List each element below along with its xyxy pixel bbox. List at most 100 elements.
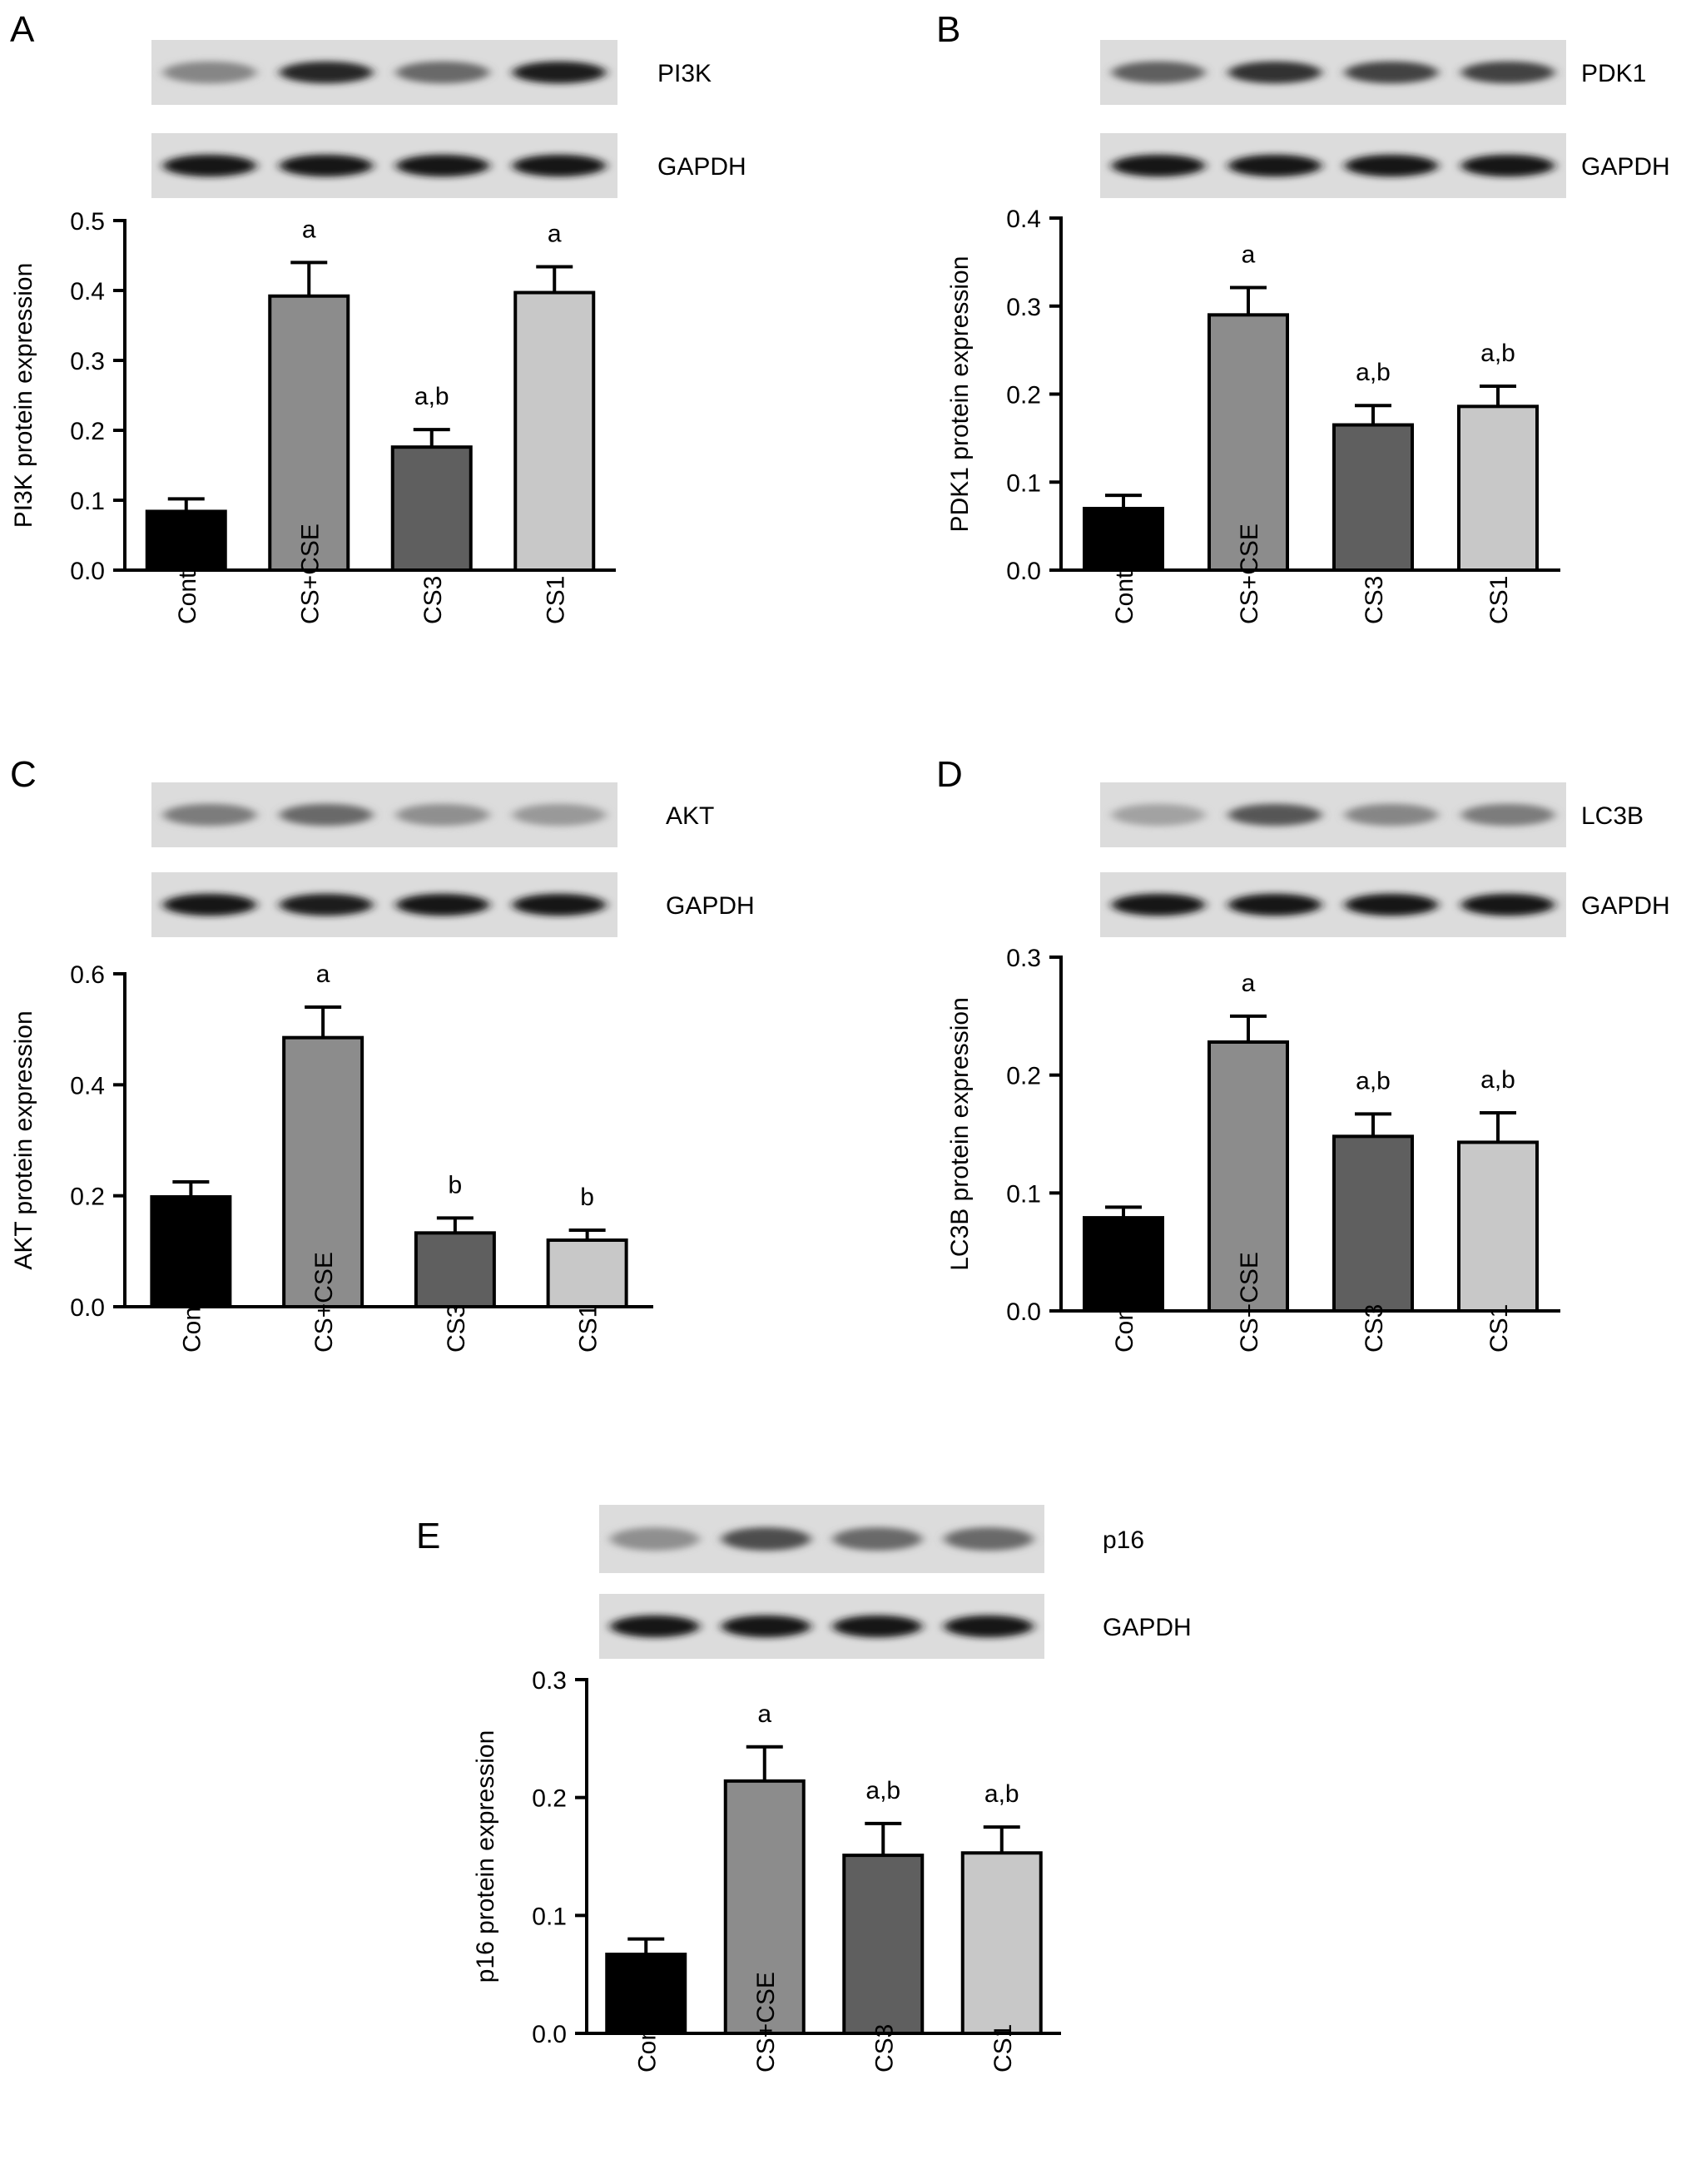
blot-band: [1461, 61, 1555, 84]
blot-row: GAPDH: [599, 1594, 1192, 1659]
blot-band: [280, 154, 373, 177]
significance-label: a,b: [414, 383, 449, 410]
blot-band: [163, 803, 256, 826]
blot-band: [513, 803, 606, 826]
blot-band: [1461, 893, 1555, 916]
blot-band: [396, 154, 489, 177]
y-tick-label: 0.2: [70, 1184, 105, 1211]
blot-label: AKT: [666, 802, 714, 830]
y-axis-label: p16 protein expression: [472, 1730, 499, 1983]
panel-d: D LC3B GAPDH 0.0 0.1 0.2 0.3 LC3B protein expre…: [936, 754, 1670, 1353]
blot-band: [1228, 154, 1322, 177]
panel-c: C AKT GAPDH 0.0 0.2 0.4 0.6 AKT protein express…: [10, 754, 755, 1353]
blot-band: [396, 61, 489, 84]
bar-control: [1083, 506, 1164, 572]
bar-control: [145, 509, 227, 572]
blot-band: [722, 1615, 811, 1638]
bar-cs-cse: [723, 1779, 806, 2035]
bar-cs1: [546, 1238, 628, 1308]
significance-label: a,b: [865, 1777, 900, 1804]
blot-band: [944, 1527, 1034, 1551]
blot-band: [280, 61, 373, 84]
blot-row: GAPDH: [1100, 872, 1670, 937]
y-tick-label: 0.2: [70, 418, 105, 445]
bar-cs3: [414, 1231, 496, 1309]
x-tick-label: Control: [1111, 544, 1138, 624]
bar-cs3: [842, 1854, 925, 2035]
blot-band: [163, 154, 256, 177]
panel-b: B PDK1 GAPDH 0.0 0.1 0.2 0.3 0.4 PDK1 protein ex…: [936, 9, 1670, 624]
blot-band: [610, 1527, 700, 1551]
blot-label: PI3K: [657, 60, 712, 87]
y-tick-label: 0.4: [70, 278, 105, 305]
bar-cs1: [1457, 1140, 1539, 1313]
significance-label: a,b: [984, 1780, 1019, 1808]
x-tick-label: CS3: [419, 576, 447, 624]
significance-label: a: [757, 1700, 771, 1728]
blot-band: [832, 1527, 922, 1551]
blot-band: [280, 803, 373, 826]
blot-band: [396, 893, 489, 916]
bar-cs-cse: [1208, 1040, 1289, 1313]
x-tick-label: CS1: [1485, 576, 1513, 624]
blot-band: [1112, 61, 1205, 84]
y-tick-label: 0.0: [70, 558, 105, 585]
bar-cs1: [960, 1851, 1043, 2035]
significance-label: a: [548, 220, 562, 247]
blot-label: PDK1: [1581, 60, 1646, 87]
x-tick-label: CS+CSE: [310, 1252, 338, 1353]
blot-band: [1461, 803, 1555, 826]
panel-letter: A: [10, 9, 35, 50]
y-tick-label: 0.3: [1006, 294, 1041, 321]
significance-label: a,b: [1356, 359, 1391, 386]
y-tick-label: 0.6: [70, 961, 105, 989]
panel-letter: E: [416, 1516, 440, 1556]
y-tick-label: 0.1: [532, 1903, 567, 1930]
bar-cs3: [1332, 423, 1414, 573]
blot-band: [832, 1615, 922, 1638]
significance-label: b: [449, 1171, 463, 1199]
y-tick-label: 0.4: [1006, 206, 1041, 233]
significance-label: b: [580, 1184, 594, 1211]
blot-band: [1112, 803, 1205, 826]
blot-label: GAPDH: [1103, 1614, 1192, 1641]
blot-row: PDK1: [1100, 40, 1646, 105]
blot-band: [1112, 893, 1205, 916]
y-tick-label: 0.3: [1006, 945, 1041, 972]
blot-band: [944, 1615, 1034, 1638]
bar-cs1: [513, 290, 596, 572]
blot-band: [1345, 893, 1438, 916]
significance-label: a,b: [1356, 1067, 1391, 1094]
y-tick-label: 0.0: [1006, 1298, 1041, 1326]
blot-band: [722, 1527, 811, 1551]
y-axis-label: AKT protein expression: [10, 1010, 37, 1269]
bar-cs-cse: [1208, 313, 1289, 572]
bar-control: [150, 1195, 232, 1308]
x-tick-label: CS+CSE: [296, 524, 324, 624]
y-axis-label: PI3K protein expression: [10, 263, 37, 529]
y-tick-label: 0.5: [70, 208, 105, 236]
y-axis-label: PDK1 protein expression: [946, 256, 974, 533]
x-tick-label: CS3: [1361, 576, 1388, 624]
significance-label: a,b: [1480, 340, 1515, 367]
blot-row: GAPDH: [151, 133, 746, 198]
y-tick-label: 0.0: [532, 2021, 567, 2048]
blot-row: GAPDH: [1100, 133, 1670, 198]
bar-cs3: [390, 445, 473, 572]
y-tick-label: 0.0: [1006, 558, 1041, 585]
bar-cs1: [1457, 405, 1539, 572]
bar-cs-cse: [268, 294, 350, 572]
blot-label: GAPDH: [666, 892, 755, 920]
blot-band: [513, 893, 606, 916]
blot-row: PI3K: [151, 40, 712, 105]
blot-row: p16: [599, 1505, 1144, 1573]
blot-band: [1345, 803, 1438, 826]
x-tick-label: Control: [1111, 1272, 1138, 1353]
blot-band: [513, 154, 606, 177]
blot-label: p16: [1103, 1526, 1144, 1554]
y-tick-label: 0.1: [1006, 469, 1041, 497]
y-tick-label: 0.3: [70, 348, 105, 375]
blot-band: [163, 61, 256, 84]
blot-band: [163, 893, 256, 916]
